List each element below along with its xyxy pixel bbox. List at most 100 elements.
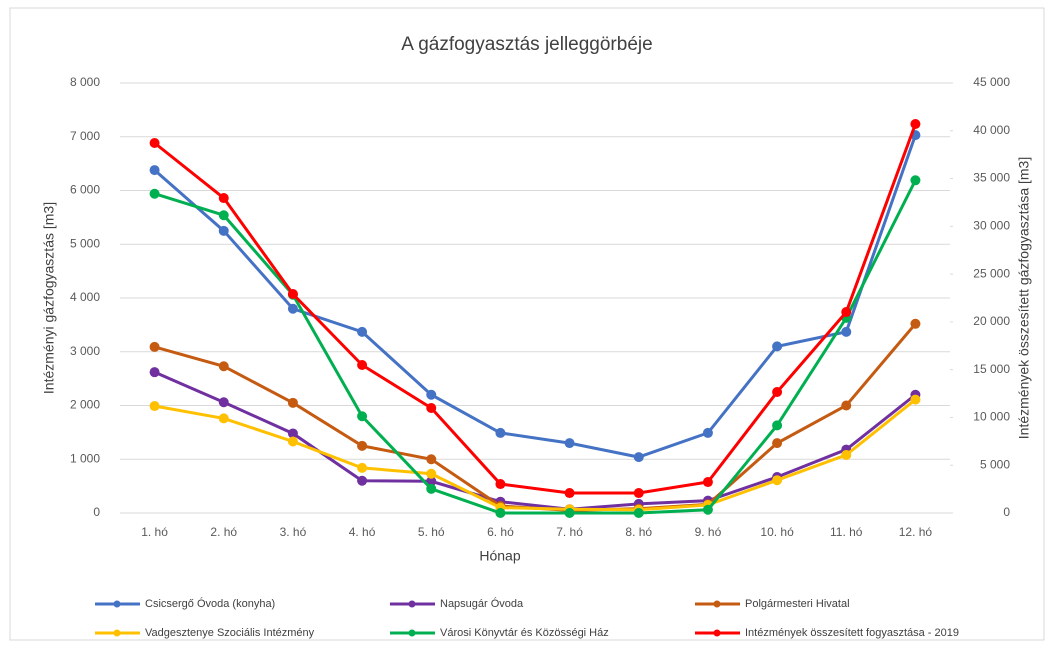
data-point [910, 318, 921, 329]
y2-tick-label: 10 000 [973, 410, 1010, 424]
data-point [910, 394, 921, 405]
y-tick-label: 3 000 [70, 344, 100, 358]
data-point [910, 118, 921, 129]
y2-tick-label: 30 000 [973, 219, 1010, 233]
data-point [218, 397, 229, 408]
data-point [357, 411, 368, 422]
legend-marker [113, 629, 121, 637]
y2-axis-title: Intézmények összesített gázfogyasztása [… [1016, 157, 1032, 439]
y2-tick-label: 25 000 [973, 266, 1010, 280]
y2-tick-label: 15 000 [973, 362, 1010, 376]
y-tick-label: 5 000 [70, 236, 100, 250]
legend-marker [113, 600, 121, 608]
data-point [357, 475, 368, 486]
series-line [153, 370, 917, 511]
y2-tick-label: 40 000 [973, 123, 1010, 137]
data-point [633, 508, 644, 518]
data-point [426, 402, 437, 413]
data-point [149, 341, 160, 352]
series-line [154, 179, 917, 515]
data-point [149, 138, 160, 149]
data-point [287, 288, 298, 299]
data-point [357, 359, 368, 370]
data-point [218, 225, 229, 236]
legend-marker [713, 629, 721, 637]
data-point [357, 440, 368, 451]
series-line [153, 134, 917, 459]
x-tick-label: 4. hó [349, 525, 376, 539]
data-point [426, 483, 437, 494]
chart-border [9, 7, 1045, 641]
data-point [702, 427, 713, 438]
data-point [772, 475, 783, 486]
data-point [841, 400, 852, 411]
y-tick-label: 2 000 [70, 398, 100, 412]
data-point [841, 449, 852, 460]
x-tick-label: 5. hó [418, 525, 445, 539]
data-point [633, 488, 644, 499]
data-point [218, 361, 229, 372]
data-point [772, 387, 783, 398]
y-tick-label: 0 [93, 505, 100, 519]
y2-tick-label: 5 000 [980, 457, 1010, 471]
y2-tick-label: 0 [1003, 505, 1010, 519]
data-point [149, 188, 160, 199]
data-point [495, 479, 506, 490]
data-point [495, 508, 506, 518]
x-tick-label: 6. hó [487, 525, 514, 539]
data-point [218, 413, 229, 424]
x-tick-label: 3. hó [280, 525, 307, 539]
legend-marker [408, 629, 416, 637]
data-point [149, 367, 160, 378]
x-tick-label: 10. hó [760, 525, 794, 539]
data-point [772, 341, 783, 352]
data-point [426, 454, 437, 465]
y-tick-label: 1 000 [70, 451, 100, 465]
legend-label: Intézmények összesített fogyasztása - 20… [745, 627, 959, 639]
data-point [910, 175, 921, 186]
y-tick-label: 8 000 [70, 75, 100, 89]
data-point [702, 477, 713, 488]
x-tick-label: 9. hó [695, 525, 722, 539]
data-point [357, 326, 368, 337]
data-point [287, 436, 298, 447]
data-point [841, 307, 852, 318]
y-tick-label: 4 000 [70, 290, 100, 304]
x-tick-label: 11. hó [830, 525, 863, 539]
data-point [564, 438, 575, 449]
legend-label: Napsugár Óvoda [440, 597, 524, 610]
series-line [153, 123, 917, 495]
data-point [702, 504, 713, 515]
data-point [426, 468, 437, 479]
data-point [287, 428, 298, 439]
x-axis-title: Hónap [479, 548, 520, 564]
data-point [149, 401, 160, 412]
series-line [154, 398, 917, 512]
data-point [772, 420, 783, 431]
y-axis-title: Intézményi gázfogyasztás [m3] [41, 202, 57, 394]
data-point [772, 438, 783, 449]
x-tick-label: 8. hó [625, 525, 652, 539]
y2-tick-label: 20 000 [973, 314, 1010, 328]
data-point [357, 462, 368, 473]
y-tick-label: 6 000 [70, 183, 100, 197]
data-point [495, 427, 506, 438]
data-point [564, 488, 575, 499]
y2-tick-label: 35 000 [973, 171, 1010, 185]
legend-marker [408, 600, 416, 608]
data-point [633, 452, 644, 463]
data-point [426, 476, 437, 487]
y-tick-label: 7 000 [70, 129, 100, 143]
legend-label: Csicsergő Óvoda (konyha) [145, 597, 275, 610]
data-point [426, 389, 437, 400]
legend-marker [713, 600, 721, 608]
data-point [287, 397, 298, 408]
legend-label: Polgármesteri Hivatal [745, 598, 850, 610]
legend-label: Városi Könyvtár és Közösségi Ház [440, 627, 609, 639]
chart-title: A gázfogyasztás jelleggörbéje [401, 34, 652, 55]
data-point [287, 303, 298, 314]
x-tick-label: 12. hó [899, 525, 933, 539]
data-point [564, 508, 575, 518]
